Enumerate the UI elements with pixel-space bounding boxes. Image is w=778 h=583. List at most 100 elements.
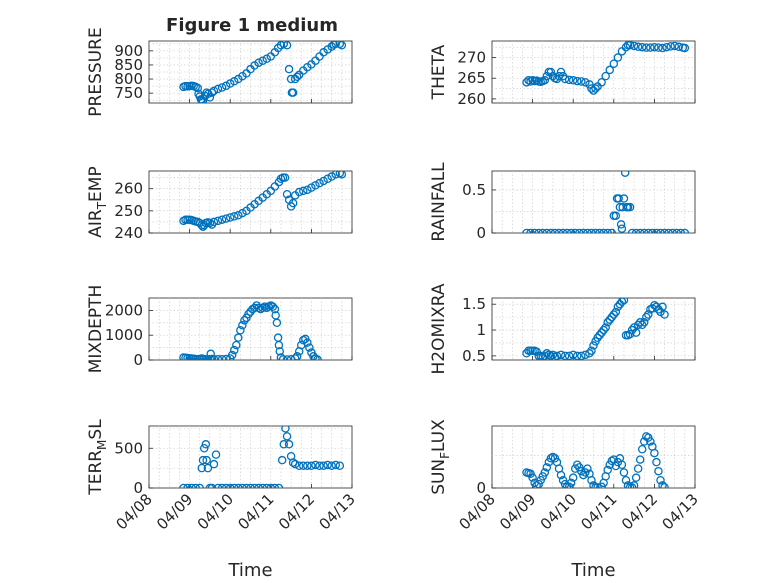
data-series bbox=[179, 171, 347, 232]
data-point bbox=[281, 426, 290, 433]
data-point bbox=[556, 350, 566, 360]
data-point bbox=[640, 228, 649, 233]
data-point bbox=[254, 483, 263, 488]
data-point bbox=[234, 483, 243, 488]
data-point bbox=[560, 351, 570, 360]
data-point bbox=[272, 318, 282, 328]
data-point bbox=[658, 302, 667, 312]
data-point bbox=[277, 455, 287, 465]
data-point bbox=[680, 228, 690, 233]
data-point bbox=[595, 228, 604, 233]
data-point bbox=[670, 41, 679, 51]
data-point bbox=[217, 355, 227, 360]
data-point bbox=[234, 333, 243, 342]
data-point bbox=[605, 65, 614, 75]
data-point bbox=[282, 432, 292, 441]
data-point bbox=[227, 350, 237, 360]
data-point bbox=[207, 354, 217, 360]
data-point bbox=[589, 481, 598, 488]
data-point bbox=[597, 328, 606, 337]
y-axis-label-text: TERR bbox=[86, 450, 106, 496]
data-point bbox=[607, 456, 617, 466]
data-series bbox=[179, 41, 347, 103]
data-point bbox=[528, 473, 537, 482]
data-point bbox=[232, 340, 241, 350]
data-point bbox=[601, 323, 610, 332]
data-point bbox=[635, 318, 645, 327]
data-point bbox=[282, 355, 292, 360]
data-point bbox=[648, 228, 657, 233]
y-tick-label: 0.5 bbox=[462, 347, 486, 365]
data-point bbox=[193, 83, 202, 93]
data-point bbox=[526, 228, 535, 233]
data-point bbox=[609, 59, 619, 68]
data-point bbox=[601, 71, 610, 81]
y-axis-label-text: SUN bbox=[429, 459, 449, 495]
data-point bbox=[221, 81, 231, 91]
data-point bbox=[282, 41, 292, 50]
data-point bbox=[652, 302, 661, 312]
y-axis-label-text: RAINFALL bbox=[429, 162, 449, 242]
data-point bbox=[656, 475, 665, 485]
data-point bbox=[221, 214, 231, 223]
data-point bbox=[187, 483, 196, 488]
data-point bbox=[585, 80, 594, 89]
y-axis-label: MIXDEPTH bbox=[86, 285, 106, 374]
data-point bbox=[205, 218, 215, 228]
data-point bbox=[198, 96, 208, 103]
data-point bbox=[311, 354, 320, 360]
data-point bbox=[183, 353, 192, 360]
data-point bbox=[607, 312, 617, 322]
plot-area bbox=[491, 170, 696, 234]
y-axis-label-rest: SL bbox=[86, 419, 106, 440]
y-axis-label: THETA bbox=[429, 44, 449, 100]
data-point bbox=[198, 455, 208, 465]
y-axis-label-text: MIXDEPTH bbox=[86, 285, 106, 374]
data-point bbox=[191, 354, 200, 360]
data-point bbox=[654, 43, 663, 52]
data-point bbox=[583, 464, 592, 473]
data-point bbox=[250, 303, 259, 313]
data-point bbox=[540, 76, 550, 85]
data-point bbox=[614, 194, 623, 203]
data-point bbox=[625, 41, 635, 50]
y-tick-label: 260 bbox=[114, 180, 143, 198]
data-point bbox=[587, 346, 596, 355]
data-point bbox=[568, 76, 578, 85]
data-point bbox=[579, 228, 588, 233]
data-point bbox=[562, 228, 572, 233]
data-point bbox=[250, 483, 259, 488]
data-point bbox=[313, 355, 322, 360]
data-point bbox=[635, 228, 645, 233]
data-series bbox=[522, 171, 690, 233]
y-axis-label: H2OMIXRA bbox=[429, 283, 449, 374]
data-point bbox=[623, 481, 633, 488]
data-point bbox=[550, 228, 560, 233]
y-tick-label: 1 bbox=[476, 321, 486, 339]
data-point bbox=[213, 84, 223, 94]
data-point bbox=[213, 483, 223, 488]
data-point bbox=[254, 303, 263, 313]
grid-lines bbox=[149, 171, 352, 233]
data-point bbox=[548, 452, 558, 462]
data-point bbox=[652, 457, 661, 467]
x-tick-label: 04/09 bbox=[496, 490, 539, 533]
y-tick-label: 500 bbox=[114, 439, 143, 457]
data-point bbox=[587, 228, 596, 233]
data-point bbox=[625, 329, 635, 339]
data-point bbox=[658, 481, 667, 488]
y-axis-label-rest: LUX bbox=[429, 419, 449, 452]
data-point bbox=[303, 185, 312, 195]
data-point bbox=[225, 79, 235, 88]
data-point bbox=[607, 228, 617, 233]
data-point bbox=[262, 483, 271, 488]
data-point bbox=[273, 43, 283, 53]
data-point bbox=[337, 171, 347, 179]
data-point bbox=[583, 228, 592, 233]
data-point bbox=[658, 43, 667, 53]
data-point bbox=[260, 302, 269, 311]
y-axis-label-text: AIR bbox=[86, 209, 106, 238]
data-point bbox=[311, 460, 320, 470]
